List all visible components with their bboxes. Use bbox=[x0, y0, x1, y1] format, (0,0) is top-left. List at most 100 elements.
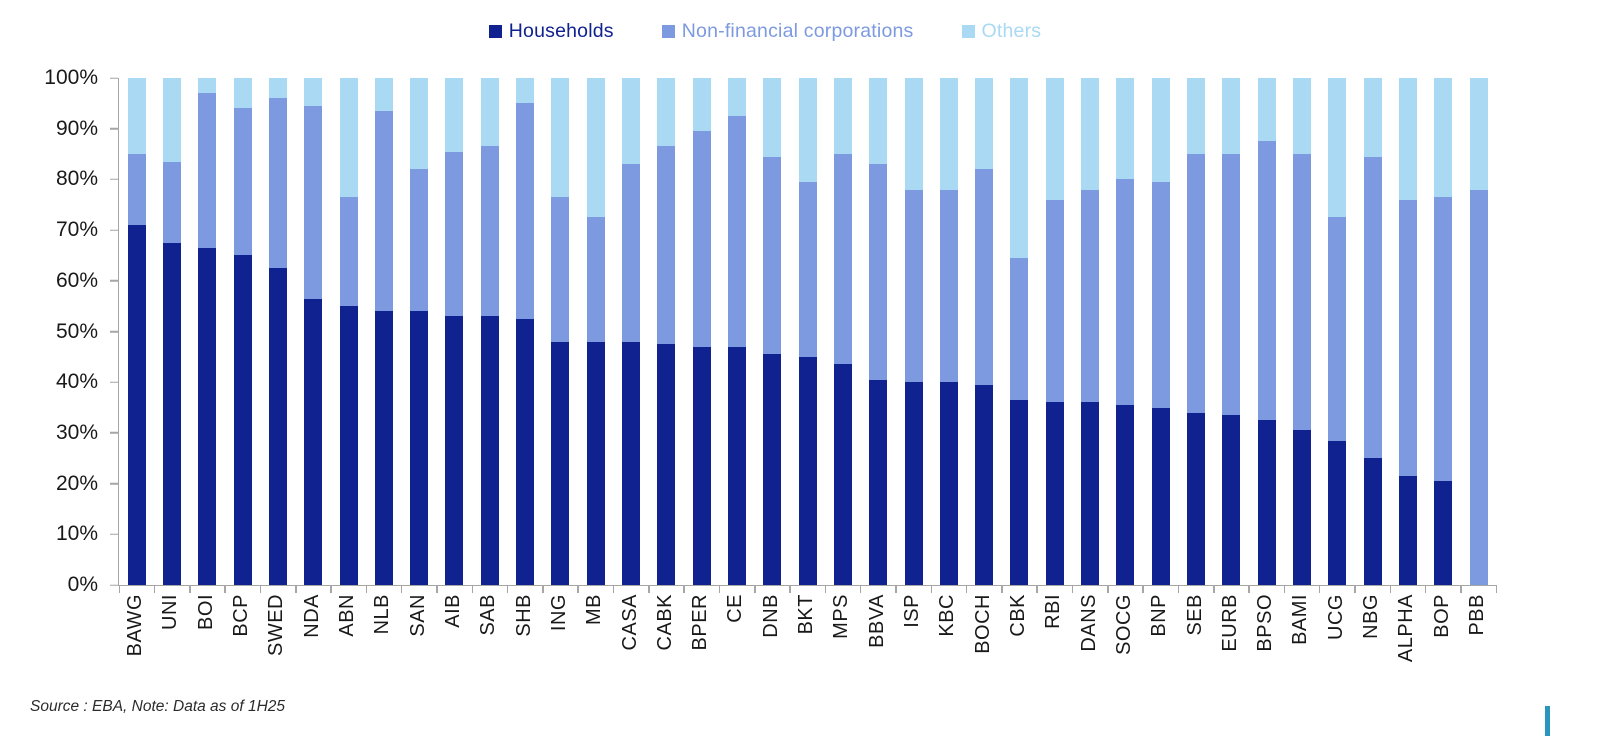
y-axis-tick bbox=[110, 178, 118, 181]
bar-segment-non-financial-corporations bbox=[374, 110, 393, 312]
stacked-bar bbox=[1116, 78, 1135, 585]
x-axis-category-label: MB bbox=[583, 594, 606, 625]
legend-item-0: Households bbox=[488, 20, 614, 43]
bar-segment-others bbox=[1081, 78, 1100, 190]
x-label-slot: PBB bbox=[1460, 594, 1495, 636]
bar-segment-non-financial-corporations bbox=[1292, 154, 1311, 431]
x-axis-tick bbox=[1213, 585, 1215, 593]
bar-slot-cabk bbox=[649, 78, 684, 585]
x-axis-tick bbox=[612, 585, 615, 593]
bar-segment-non-financial-corporations bbox=[1328, 217, 1347, 441]
x-axis-category-label: ALPHA bbox=[1395, 594, 1418, 663]
bar-segment-households bbox=[1398, 476, 1417, 585]
x-label-slot: NLB bbox=[365, 594, 400, 634]
stacked-bar bbox=[268, 78, 287, 585]
x-label-slot: BCP bbox=[224, 594, 259, 637]
x-axis-category-label: ISP bbox=[901, 594, 924, 628]
x-label-slot: SAN bbox=[401, 594, 436, 637]
stacked-bar bbox=[1222, 78, 1241, 585]
bar-slot-bper bbox=[684, 78, 719, 585]
x-axis-category-label: BOCH bbox=[971, 594, 994, 654]
x-axis-tick bbox=[189, 585, 191, 593]
stacked-bar bbox=[551, 78, 570, 585]
bar-segment-others bbox=[410, 78, 429, 170]
x-axis-category-label: BBVA bbox=[865, 594, 888, 648]
x-label-slot: EURB bbox=[1213, 594, 1248, 652]
stacked-bar bbox=[198, 78, 217, 585]
x-axis-tick bbox=[224, 585, 226, 593]
x-axis-tick bbox=[330, 585, 332, 593]
y-axis-tick bbox=[110, 77, 118, 79]
bar-segment-households bbox=[1081, 402, 1100, 585]
bar-slot-alpha bbox=[1390, 78, 1425, 585]
stacked-bar bbox=[586, 78, 605, 585]
x-label-slot: KBC bbox=[930, 594, 965, 637]
bar-segment-households bbox=[1010, 399, 1029, 585]
x-axis-tick bbox=[1001, 585, 1003, 593]
bar-segment-others bbox=[869, 78, 888, 165]
y-axis-tick-label: 90% bbox=[55, 116, 98, 140]
bar-segment-others bbox=[127, 78, 146, 155]
x-axis-category-label: AIB bbox=[441, 594, 464, 628]
bar-slot-pbb bbox=[1461, 78, 1496, 585]
bar-segment-households bbox=[162, 242, 181, 585]
x-axis-tick bbox=[542, 585, 544, 593]
y-axis-tick-label: 40% bbox=[55, 370, 98, 394]
x-axis-category-label: ING bbox=[547, 594, 570, 632]
bar-segment-households bbox=[551, 341, 570, 585]
x-label-slot: BKT bbox=[789, 594, 824, 634]
y-axis-tick-label: 60% bbox=[55, 268, 98, 292]
bar-segment-non-financial-corporations bbox=[198, 93, 217, 248]
bar-segment-others bbox=[1469, 78, 1488, 190]
y-axis-tick-label: 100% bbox=[44, 66, 98, 89]
bar-segment-non-financial-corporations bbox=[939, 189, 958, 383]
bar-segment-non-financial-corporations bbox=[798, 181, 817, 357]
bar-segment-others bbox=[1257, 78, 1276, 142]
bar-slot-san bbox=[402, 78, 437, 585]
x-label-slot: BNP bbox=[1142, 594, 1177, 637]
stacked-bar bbox=[339, 78, 358, 585]
y-axis-tick bbox=[110, 229, 118, 231]
x-axis-category-label: NBG bbox=[1360, 594, 1383, 639]
bar-segment-non-financial-corporations bbox=[268, 98, 287, 269]
x-label-slot: ING bbox=[542, 594, 577, 631]
bar-segment-households bbox=[1328, 440, 1347, 585]
bar-slot-sab bbox=[472, 78, 507, 585]
bar-slot-rbi bbox=[1037, 78, 1072, 585]
y-axis-tick bbox=[110, 280, 118, 282]
x-label-slot: ABN bbox=[330, 594, 365, 637]
bar-slot-boch bbox=[967, 78, 1002, 585]
x-label-slot: ISP bbox=[895, 594, 930, 628]
bar-segment-households bbox=[1116, 405, 1135, 585]
x-label-slot: MB bbox=[577, 594, 612, 625]
x-label-slot: DNB bbox=[754, 594, 789, 638]
stacked-bar bbox=[127, 78, 146, 585]
x-axis-category-label: SAB bbox=[477, 594, 500, 636]
x-axis-category-label: ABN bbox=[336, 594, 359, 637]
chart-legend: Households Non-financial corporations Othe… bbox=[0, 20, 1530, 43]
bar-segment-non-financial-corporations bbox=[1187, 154, 1206, 413]
bar-segment-households bbox=[975, 384, 994, 585]
bar-segment-households bbox=[798, 356, 817, 585]
legend-label: Others bbox=[981, 20, 1042, 42]
x-axis-tick bbox=[965, 585, 968, 593]
bar-slot-eurb bbox=[1214, 78, 1249, 585]
y-axis-tick bbox=[110, 584, 118, 586]
bar-segment-others bbox=[198, 78, 217, 94]
bar-segment-households bbox=[657, 344, 676, 585]
x-label-slot: SWED bbox=[259, 594, 294, 656]
bar-segment-non-financial-corporations bbox=[763, 156, 782, 355]
bar-segment-others bbox=[1187, 78, 1206, 155]
stacked-bar bbox=[1187, 78, 1206, 585]
bar-slot-bcp bbox=[225, 78, 260, 585]
bar-slot-swed bbox=[260, 78, 295, 585]
x-axis-category-label: KBC bbox=[936, 594, 959, 637]
x-label-slot: BOI bbox=[189, 594, 224, 630]
bar-segment-non-financial-corporations bbox=[1257, 141, 1276, 421]
bar-segment-others bbox=[1010, 78, 1029, 258]
x-axis-tick bbox=[436, 585, 438, 593]
bar-segment-others bbox=[1363, 78, 1382, 157]
stacked-bar bbox=[939, 78, 958, 585]
bar-slot-ucg bbox=[1320, 78, 1355, 585]
